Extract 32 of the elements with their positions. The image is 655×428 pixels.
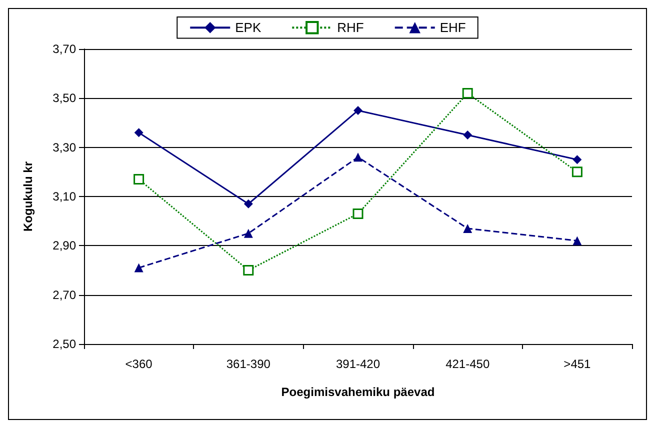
point [463,224,472,233]
x-tick-label: 361-390 [226,357,271,371]
y-tick-label: 2,50 [52,337,76,351]
legend-label: EPK [235,20,262,36]
point [572,155,582,164]
y-tick-label: 3,30 [52,140,76,154]
point [572,166,582,178]
point [462,88,473,98]
point [572,236,582,246]
y-tick-label: 2,90 [52,238,76,253]
point [134,263,144,272]
x-axis-title: Poegimisvahemiku päevad [281,385,435,399]
x-tick-label: >451 [564,357,592,371]
y-axis-title: Kogukulu kr [21,161,35,232]
point [352,208,364,219]
point [244,228,253,238]
y-tick-label: 3,70 [52,42,76,56]
y-tick-label: 2,70 [52,288,76,302]
y-tick-label: 3,10 [52,190,76,204]
point [354,152,362,162]
point [243,265,254,276]
legend-label: EHF [440,20,466,36]
x-tick-label: 421-450 [446,357,490,371]
y-tick-label: 3,50 [52,91,76,106]
x-tick-label: <360 [125,357,153,371]
point [244,199,253,208]
legend-label: RHF [337,20,364,36]
point [134,128,144,138]
point [354,106,362,115]
point [463,130,472,140]
point [134,174,144,185]
x-tick-label: 391-420 [336,357,380,371]
